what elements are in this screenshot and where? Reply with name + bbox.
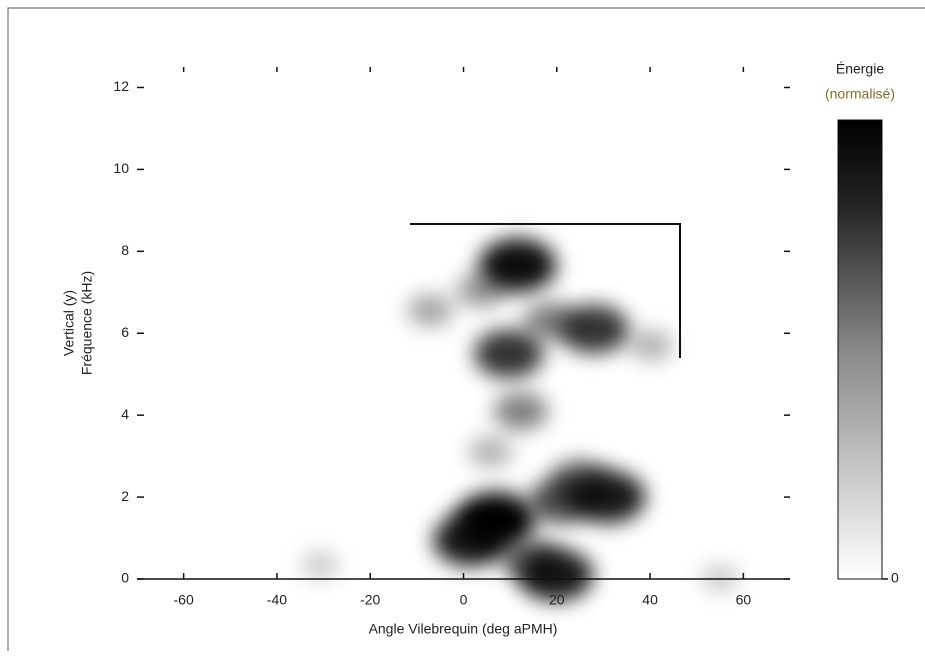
y-tick-label: 6	[121, 324, 129, 340]
y-tick-label: 10	[113, 160, 129, 176]
x-tick-label: -20	[360, 592, 380, 608]
heat-spot	[456, 273, 506, 308]
y-tick-label: 0	[121, 570, 129, 586]
colorbar-title: Énergie	[836, 61, 884, 77]
heat-spot	[493, 392, 548, 431]
x-tick-label: -40	[267, 592, 287, 608]
y-axis-label: Fréquence (kHz)	[79, 271, 95, 375]
colorbar	[837, 119, 883, 580]
x-tick-label: 60	[736, 592, 752, 608]
heat-spot	[700, 564, 740, 592]
x-tick-label: 20	[549, 592, 565, 608]
heat-spot	[550, 459, 610, 502]
y-tick-label: 2	[121, 488, 129, 504]
heat-spot	[518, 548, 594, 602]
x-tick-label: 0	[460, 592, 468, 608]
annotation-bracket	[410, 223, 681, 358]
heat-spot	[407, 294, 454, 327]
y-tick-label: 8	[121, 242, 129, 258]
colorbar-tick-label: 0	[891, 570, 899, 586]
heat-spot	[473, 329, 544, 379]
y-tick-label: 12	[113, 78, 129, 94]
x-tick-label: -60	[174, 592, 194, 608]
heat-spot	[300, 551, 340, 579]
heat-spot	[433, 513, 508, 567]
heat-spot	[523, 301, 578, 340]
heat-spot	[468, 436, 513, 468]
x-tick-label: 40	[642, 592, 658, 608]
x-axis-label: Angle Vilebrequin (deg aPMH)	[369, 621, 558, 637]
frame	[7, 7, 925, 656]
heatmap	[300, 238, 740, 602]
colorbar-title: (normalisé)	[825, 86, 895, 102]
heat-spot	[629, 330, 673, 361]
y-tick-label: 4	[121, 406, 129, 422]
y-axis-label: Vertical (y)	[61, 290, 77, 356]
